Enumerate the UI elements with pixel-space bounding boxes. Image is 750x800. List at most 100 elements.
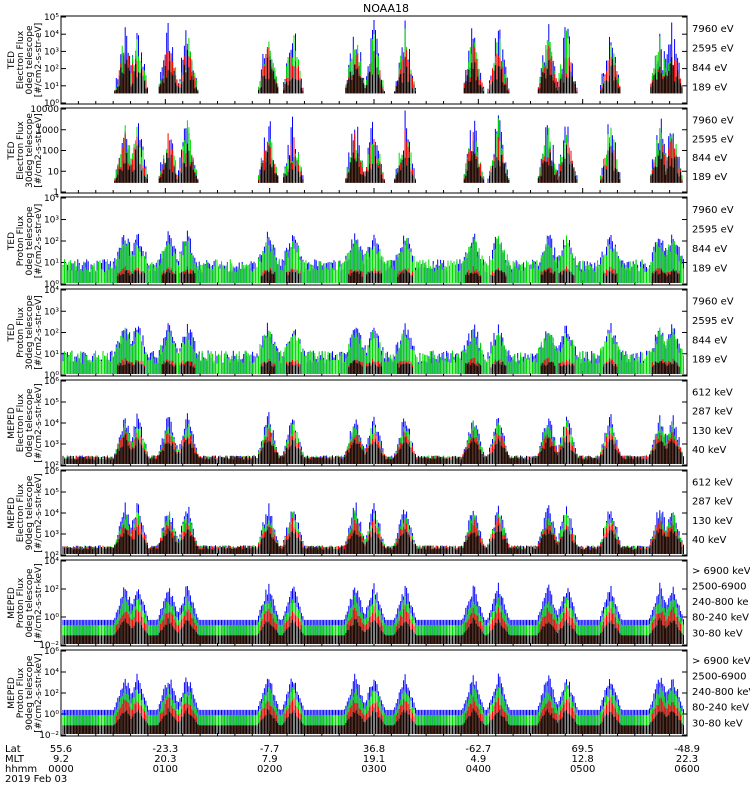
y-axis-label: [#/cm2-s-str-keV] xyxy=(34,563,44,642)
y-axis-label: Proton Flux xyxy=(16,215,26,266)
y-tick-label: 10³ xyxy=(44,530,59,540)
y-axis-label: 0deg telescope xyxy=(25,25,35,95)
legend-entry: 2595 eV xyxy=(692,134,734,145)
panel-1: 10⁰ 10¹ 10² 10³ 10⁴ 10⁵ TED Electron Flux 0deg t… xyxy=(7,13,734,109)
y-axis-label: [#/cm2-s-str-eV] xyxy=(34,204,44,279)
y-axis-label: Proton Flux xyxy=(16,667,26,718)
footer-row-label: 2019 Feb 03 xyxy=(5,774,67,785)
y-tick-label: 10⁵ xyxy=(44,13,59,23)
y-axis-label: MEPED xyxy=(7,497,17,529)
y-tick-label: 1 xyxy=(53,188,59,198)
y-axis-label: 30deg telescope xyxy=(25,113,35,188)
footer-mlt: 12.8 xyxy=(572,754,594,765)
legend-entry: 189 eV xyxy=(692,263,727,274)
y-tick-label: 10³ xyxy=(44,216,59,226)
y-tick-label: 10⁴ xyxy=(44,668,59,678)
y-tick-label: 10⁴ xyxy=(44,419,59,429)
y-tick-label: 10⁻² xyxy=(39,731,59,741)
flux-traces xyxy=(62,673,684,734)
flux-traces xyxy=(62,230,684,283)
footer-row-label: MLT xyxy=(5,754,25,765)
y-tick-label: 10⁴ xyxy=(44,30,59,40)
legend-entry: 287 keV xyxy=(692,497,733,508)
y-axis-label: 90deg telescope xyxy=(25,475,35,550)
y-axis-label: MEPED xyxy=(7,407,17,439)
y-axis-label: [#/cm2-s-str-keV] xyxy=(34,473,44,552)
legend-entry: 30-80 keV xyxy=(692,718,743,729)
trace-red xyxy=(114,130,683,183)
trace-red xyxy=(114,43,683,94)
y-tick-label: 10⁰ xyxy=(44,371,59,381)
footer-mlt: 20.3 xyxy=(154,754,176,765)
legend-entry: 130 keV xyxy=(692,516,733,527)
legend-entry: 7960 eV xyxy=(692,24,734,35)
flux-traces xyxy=(62,502,684,554)
trace-green xyxy=(114,28,683,94)
legend-entry: 7960 eV xyxy=(692,115,734,126)
y-axis-label: Proton Flux xyxy=(16,307,26,358)
footer-row-label: Lat xyxy=(5,744,21,755)
footer-mlt: 22.3 xyxy=(676,754,698,765)
y-axis-label: TED xyxy=(7,51,17,70)
footer-mlt: 19.1 xyxy=(363,754,385,765)
footer-hhmm: 0000 xyxy=(48,764,73,775)
y-tick-label: 10⁵ xyxy=(44,398,59,408)
y-axis-label: 90deg telescope xyxy=(25,655,35,730)
legend-entry: 189 eV xyxy=(692,172,727,183)
legend-entry: 2595 eV xyxy=(692,316,734,327)
y-tick-label: 10⁰ xyxy=(44,280,59,290)
footer-mlt: 4.9 xyxy=(470,754,486,765)
y-tick-label: 10 xyxy=(48,167,60,177)
panel-5: 10² 10³ 10⁴ 10⁵ 10⁶ MEPED Electron Flux 0deg te… xyxy=(7,377,733,471)
footer-lat: 69.5 xyxy=(572,744,594,755)
legend-entry: 612 keV xyxy=(692,478,733,489)
footer-lat: -62.7 xyxy=(465,744,491,755)
panel-7: 10⁻² 10⁰ 10² 10⁴ MEPED Proton Flux 0deg telesc… xyxy=(7,557,750,651)
legend-entry: 80-240 keV xyxy=(692,613,749,624)
footer-lat: -7.7 xyxy=(260,744,280,755)
trace-black xyxy=(62,525,684,554)
legend-entry: 2500-6900 xyxy=(692,581,747,592)
panels: 10⁰ 10¹ 10² 10³ 10⁴ 10⁵ TED Electron Flux 0deg t… xyxy=(7,13,750,741)
trace-green xyxy=(62,235,684,283)
y-axis-label: [#/cm2-s-str-eV] xyxy=(34,23,44,98)
footer-mlt: 9.2 xyxy=(53,754,69,765)
legend-entry: 40 keV xyxy=(692,445,726,456)
legend-entry: > 6900 keV xyxy=(692,566,750,577)
footer-lat: -23.3 xyxy=(152,744,178,755)
y-tick-label: 10⁶ xyxy=(44,377,59,387)
y-axis-label: Electron Flux xyxy=(16,483,26,542)
legend-entry: 80-240 keV xyxy=(692,703,749,714)
y-tick-label: 10² xyxy=(44,237,59,247)
legend-entry: 240-800 ke xyxy=(692,597,749,608)
y-axis-label: 0deg telescope xyxy=(25,568,35,638)
panel-4: 10⁰ 10¹ 10² 10³ 10⁴ TED Proton Flux 30deg teles… xyxy=(7,286,734,381)
flux-traces xyxy=(114,110,683,183)
y-axis-label: TED xyxy=(7,323,17,342)
legend-entry: 189 eV xyxy=(692,82,727,93)
y-axis-label: Proton Flux xyxy=(16,577,26,628)
legend-entry: 844 eV xyxy=(692,153,727,164)
y-tick-label: 10⁶ xyxy=(44,647,59,657)
footer-lat: 36.8 xyxy=(363,744,385,755)
y-tick-label: 10⁻² xyxy=(39,641,59,651)
y-tick-label: 10¹ xyxy=(44,259,59,269)
y-tick-label: 10⁰ xyxy=(44,99,59,109)
y-axis-label: MEPED xyxy=(7,677,17,709)
trace-black xyxy=(114,143,683,183)
flux-traces xyxy=(114,20,683,94)
flux-traces xyxy=(62,322,684,374)
y-axis-label: 30deg telescope xyxy=(25,295,35,370)
footer-lat: -48.9 xyxy=(674,744,700,755)
footer-hhmm: 0600 xyxy=(674,764,699,775)
y-tick-label: 1000 xyxy=(36,126,59,136)
y-tick-label: 10³ xyxy=(44,307,59,317)
y-tick-label: 10³ xyxy=(44,440,59,450)
y-tick-label: 10⁶ xyxy=(44,467,59,477)
y-tick-label: 10¹ xyxy=(44,82,59,92)
legend-entry: 189 eV xyxy=(692,355,727,366)
y-axis-label: MEPED xyxy=(7,587,17,619)
legend-entry: 2500-6900 xyxy=(692,671,747,682)
